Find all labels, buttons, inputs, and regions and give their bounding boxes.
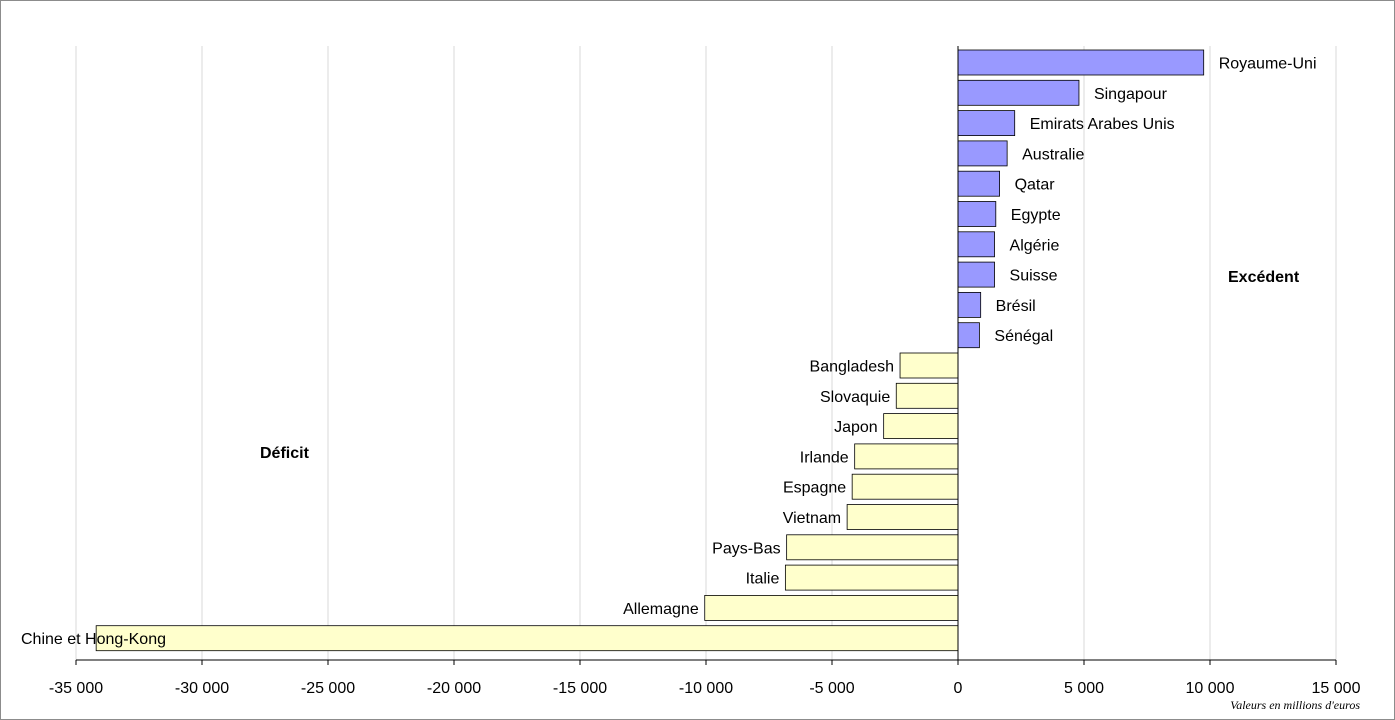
category-label: Algérie — [1010, 237, 1060, 254]
category-label: Brésil — [996, 298, 1036, 315]
category-label: Suisse — [1010, 268, 1058, 285]
bar — [95, 625, 959, 652]
annotation-surplus: Excédent — [1228, 269, 1300, 286]
category-label: Bangladesh — [810, 359, 895, 376]
x-tick-label: -30 000 — [175, 680, 229, 697]
category-label: Pays-Bas — [712, 540, 780, 557]
x-tick-label: -15 000 — [553, 680, 607, 697]
x-tick-label: -35 000 — [49, 680, 103, 697]
category-label: Singapour — [1094, 86, 1168, 103]
bar — [957, 79, 1080, 106]
bar — [957, 201, 997, 227]
x-tick-label: -5 000 — [809, 680, 854, 697]
bar — [846, 504, 959, 530]
category-label: Australie — [1022, 146, 1084, 163]
category-label: Irlande — [800, 449, 849, 466]
x-tick-label: 5 000 — [1064, 680, 1104, 697]
annotation-deficit: Déficit — [260, 445, 310, 462]
bar — [895, 382, 959, 409]
bar — [784, 564, 959, 591]
x-tick-label: 10 000 — [1186, 680, 1235, 697]
x-tick-label: 15 000 — [1312, 680, 1361, 697]
bar — [957, 140, 1008, 167]
category-labels: Royaume-Uni Singapour Emirats Arabes Unis A… — [21, 56, 1317, 649]
bar — [957, 261, 995, 288]
bar — [957, 231, 995, 258]
bar — [957, 170, 1000, 197]
gridlines — [75, 46, 1337, 660]
bar — [704, 595, 959, 621]
bar — [854, 443, 959, 470]
unit-note: Valeurs en millions d'euros — [1230, 698, 1360, 712]
category-label: Italie — [746, 571, 780, 588]
x-tick-label: -10 000 — [679, 680, 733, 697]
category-label: Slovaquie — [820, 389, 890, 406]
category-label: Royaume-Uni — [1219, 56, 1317, 73]
category-label: Allemagne — [623, 601, 699, 618]
category-label: Vietnam — [783, 510, 841, 527]
bar — [957, 322, 980, 349]
bar — [957, 110, 1016, 136]
axes — [75, 46, 1337, 665]
x-tick-label: -20 000 — [427, 680, 481, 697]
x-tick-labels: -35 000 -30 000 -25 000 -20 000 -15 000 -10 0… — [49, 680, 1361, 697]
category-label: Japon — [834, 419, 878, 436]
category-label: Egypte — [1011, 207, 1061, 224]
bar — [786, 534, 959, 561]
bar — [883, 413, 959, 440]
category-label: Emirats Arabes Unis — [1030, 116, 1175, 133]
category-label: Sénégal — [994, 328, 1053, 345]
x-tick-label: 0 — [954, 680, 963, 697]
bar — [957, 291, 982, 318]
category-label: Chine et Hong-Kong — [21, 631, 166, 648]
bar — [957, 49, 1205, 76]
bars — [95, 49, 1205, 652]
category-label: Espagne — [783, 480, 846, 497]
bar — [899, 352, 959, 379]
bar — [851, 473, 959, 500]
category-label: Qatar — [1015, 177, 1056, 194]
x-tick-label: -25 000 — [301, 680, 355, 697]
